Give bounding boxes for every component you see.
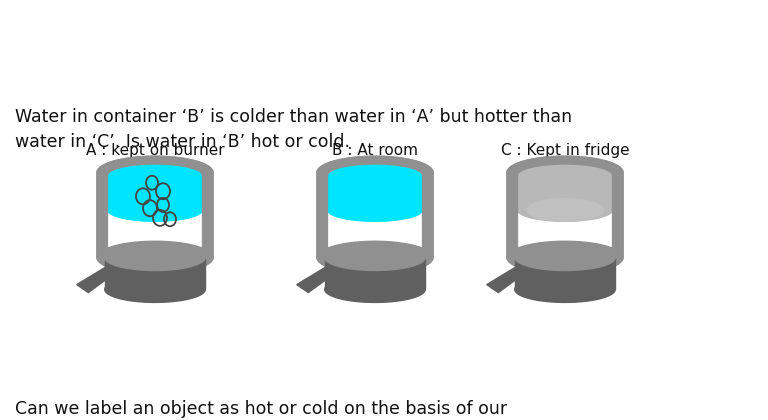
Polygon shape [515,276,615,302]
Polygon shape [317,156,433,274]
Polygon shape [296,267,326,293]
Polygon shape [97,156,213,274]
Polygon shape [487,267,515,293]
Polygon shape [327,176,422,210]
Polygon shape [108,164,203,269]
Polygon shape [108,199,203,221]
Polygon shape [422,173,433,257]
Polygon shape [507,156,623,176]
Polygon shape [97,173,108,257]
Polygon shape [327,164,422,176]
Polygon shape [507,173,518,257]
Polygon shape [613,173,623,257]
Polygon shape [203,173,213,257]
Text: Can we label an object as hot or cold on the basis of our
sense of touch?: Can we label an object as hot or cold on… [15,400,507,420]
Polygon shape [518,176,613,210]
Polygon shape [518,164,613,176]
Polygon shape [507,156,623,274]
Text: C : Kept in fridge: C : Kept in fridge [501,143,629,158]
Polygon shape [325,276,425,302]
Polygon shape [108,164,203,176]
Polygon shape [104,276,205,302]
Polygon shape [97,241,213,274]
Polygon shape [108,176,203,210]
Polygon shape [327,164,422,269]
Polygon shape [317,156,433,176]
Polygon shape [325,244,425,270]
Polygon shape [104,244,205,270]
Polygon shape [97,156,213,176]
Polygon shape [515,244,615,270]
Polygon shape [515,257,615,289]
Polygon shape [104,257,205,289]
Polygon shape [317,173,327,257]
Polygon shape [518,199,613,221]
Polygon shape [325,257,425,289]
Polygon shape [317,241,433,274]
Text: Water in container ‘B’ is colder than water in ‘A’ but hotter than
water in ‘C’.: Water in container ‘B’ is colder than wa… [15,108,572,151]
Polygon shape [327,199,422,221]
Polygon shape [507,241,623,274]
Text: B : At room
temperature: B : At room temperature [326,143,423,176]
Text: A : kept on burner: A : kept on burner [86,143,224,158]
Polygon shape [77,267,106,293]
Polygon shape [527,199,603,221]
Polygon shape [518,164,613,269]
